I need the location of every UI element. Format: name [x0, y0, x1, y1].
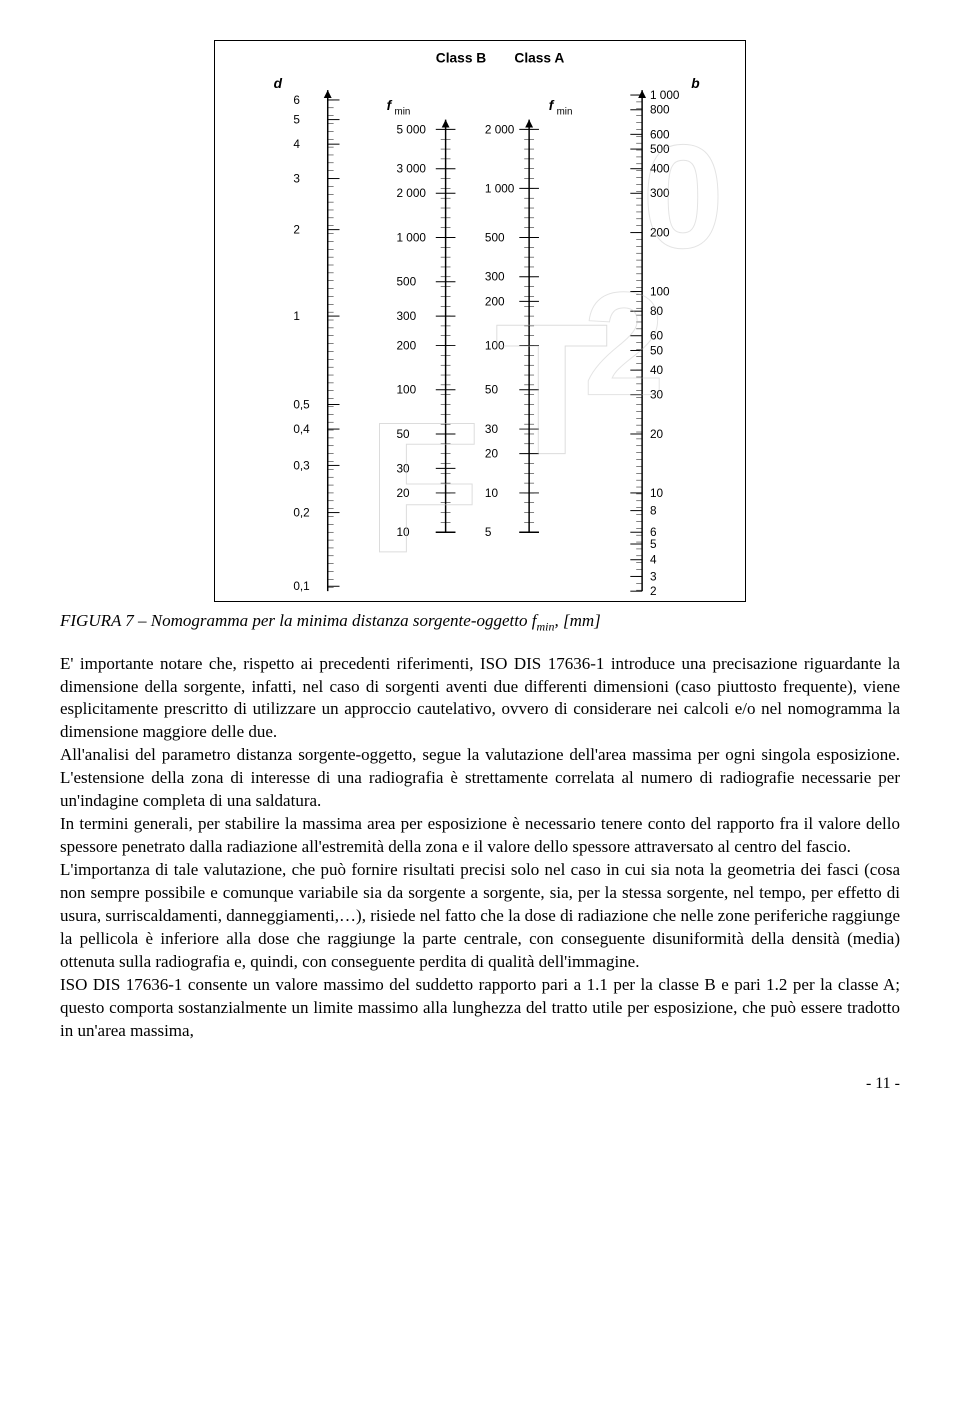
svg-text:2: 2: [583, 263, 665, 427]
svg-text:2: 2: [650, 585, 657, 598]
svg-text:1 000: 1 000: [396, 231, 426, 244]
svg-text:d: d: [274, 76, 283, 91]
svg-text:4: 4: [293, 138, 300, 151]
svg-text:0,3: 0,3: [293, 459, 310, 472]
svg-text:0,5: 0,5: [293, 398, 310, 411]
svg-text:500: 500: [396, 276, 416, 289]
svg-text:5 000: 5 000: [396, 123, 426, 136]
paragraph: ISO DIS 17636-1 consente un valore massi…: [60, 974, 900, 1043]
svg-text:5: 5: [650, 538, 657, 551]
svg-text:2 000: 2 000: [396, 187, 426, 200]
caption-sub: min: [536, 619, 554, 633]
page-number: - 11 -: [60, 1073, 900, 1095]
svg-text:5: 5: [485, 526, 492, 539]
svg-text:0,4: 0,4: [293, 423, 310, 436]
svg-text:0,1: 0,1: [293, 580, 309, 593]
svg-text:F: F: [367, 383, 481, 592]
svg-text:f: f: [549, 98, 555, 113]
svg-text:8: 8: [650, 505, 657, 518]
svg-text:min: min: [395, 107, 411, 118]
svg-text:6: 6: [293, 94, 300, 107]
svg-text:1: 1: [293, 310, 300, 323]
paragraph: L'importanza di tale valutazione, che pu…: [60, 859, 900, 974]
svg-text:b: b: [691, 76, 699, 91]
svg-text:300: 300: [396, 310, 416, 323]
svg-text:300: 300: [485, 271, 505, 284]
nomogram-svg: Class BClass Ad6543210,50,40,30,20,1fmin…: [215, 41, 745, 601]
svg-text:10: 10: [650, 487, 664, 500]
svg-text:f: f: [387, 98, 393, 113]
caption-suffix: , [mm]: [554, 611, 600, 630]
svg-text:2 000: 2 000: [485, 123, 515, 136]
svg-text:3: 3: [293, 172, 300, 185]
svg-text:4: 4: [650, 554, 657, 567]
svg-text:0: 0: [642, 115, 724, 279]
svg-text:min: min: [557, 107, 573, 118]
svg-text:Class A: Class A: [514, 51, 564, 66]
caption-prefix: FIGURA 7 – Nomogramma per la minima dist…: [60, 611, 536, 630]
svg-text:1 000: 1 000: [650, 89, 680, 102]
svg-text:3 000: 3 000: [396, 163, 426, 176]
paragraph: E' importante notare che, rispetto ai pr…: [60, 653, 900, 745]
paragraph: All'analisi del parametro distanza sorge…: [60, 744, 900, 813]
svg-text:1 000: 1 000: [485, 182, 515, 195]
nomogram-figure: Class BClass Ad6543210,50,40,30,20,1fmin…: [214, 40, 746, 602]
svg-text:2: 2: [293, 224, 300, 237]
svg-text:20: 20: [650, 428, 664, 441]
paragraph: In termini generali, per stabilire la ma…: [60, 813, 900, 859]
svg-text:200: 200: [396, 339, 416, 352]
svg-text:3: 3: [650, 570, 657, 583]
svg-text:Class B: Class B: [436, 51, 487, 66]
svg-text:5: 5: [293, 114, 300, 127]
svg-text:0,2: 0,2: [293, 507, 309, 520]
body-text: E' importante notare che, rispetto ai pr…: [60, 653, 900, 1043]
svg-text:500: 500: [485, 231, 505, 244]
figure-caption: FIGURA 7 – Nomogramma per la minima dist…: [60, 610, 900, 635]
